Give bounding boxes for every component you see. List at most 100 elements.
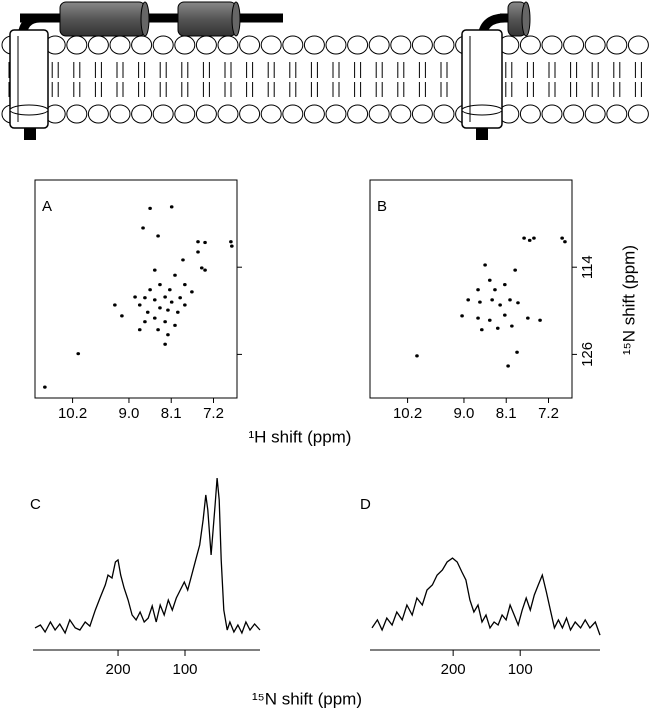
lipid-head — [627, 35, 649, 55]
peak — [113, 303, 117, 307]
peak — [173, 323, 177, 327]
lipid-head — [390, 104, 412, 124]
helix-end — [140, 1, 150, 37]
peak — [166, 308, 170, 312]
peak — [148, 206, 152, 210]
lipid-head — [411, 104, 433, 124]
peak — [152, 316, 157, 320]
lipid-head — [519, 35, 541, 55]
peak — [503, 313, 507, 317]
peak — [513, 268, 517, 272]
x-tick-label: 200 — [106, 661, 131, 678]
peak — [508, 298, 512, 302]
peak — [176, 310, 180, 314]
x-tick-label: 8.1 — [496, 405, 517, 422]
lipid-head — [282, 104, 304, 124]
peak — [43, 385, 47, 389]
peak — [181, 258, 185, 262]
peak — [527, 238, 532, 242]
peak — [466, 298, 470, 302]
peak — [476, 288, 480, 292]
lipid-head — [152, 35, 174, 55]
peak — [483, 263, 487, 267]
lipid-head — [109, 35, 131, 55]
spectrum — [34, 477, 261, 635]
lipid-head — [541, 35, 563, 55]
lipid-head — [239, 104, 261, 124]
peak — [152, 298, 157, 302]
x-tick-label: 10.2 — [58, 405, 87, 422]
peak — [183, 303, 187, 307]
peak — [133, 295, 137, 299]
peak — [490, 298, 494, 302]
peak — [169, 300, 174, 304]
peak — [76, 352, 81, 356]
x-tick-label: 10.2 — [393, 405, 422, 422]
peak — [506, 364, 510, 368]
lipid-head — [217, 104, 239, 124]
x-axis-title: ¹H shift (ppm) — [249, 427, 352, 446]
peak — [532, 236, 536, 240]
peak — [503, 283, 507, 287]
peak — [152, 268, 157, 272]
lipid-head — [174, 35, 196, 55]
y-tick-label: 114 — [579, 255, 596, 279]
peak — [120, 314, 124, 318]
peak — [415, 354, 419, 358]
peak — [143, 296, 147, 300]
plot-frame — [34, 179, 238, 399]
membrane-diagram — [1, 1, 649, 140]
lipid-head — [239, 35, 261, 55]
peak — [163, 342, 167, 346]
lipid-head — [303, 35, 325, 55]
peak — [173, 273, 177, 277]
peak — [156, 234, 160, 238]
lipid-head — [390, 35, 412, 55]
peak — [560, 236, 564, 240]
peak — [480, 328, 484, 332]
tm-helix-end — [461, 104, 503, 116]
lipid-head — [109, 104, 131, 124]
lipid-head — [87, 104, 109, 124]
peak — [163, 320, 167, 324]
peak — [476, 316, 480, 320]
panel-label: C — [30, 496, 41, 513]
peak — [169, 205, 174, 209]
peak — [487, 278, 492, 282]
lipid-head — [627, 104, 649, 124]
lipid-head — [195, 104, 217, 124]
lipid-head — [66, 35, 88, 55]
helix-end — [521, 1, 531, 37]
y-axis-title: ¹⁵N shift (ppm) — [619, 245, 638, 355]
panel-label: D — [360, 496, 371, 513]
lipid-head — [606, 35, 628, 55]
lipid-head — [87, 35, 109, 55]
x-tick-label: 8.1 — [161, 405, 182, 422]
peak — [196, 240, 200, 244]
tm-helix — [9, 29, 49, 129]
peak — [137, 328, 142, 332]
lipid-head — [563, 104, 585, 124]
peak — [538, 318, 542, 322]
lipid-head — [303, 104, 325, 124]
peak — [156, 328, 160, 332]
lipid-head — [563, 35, 585, 55]
x-tick-label: 9.0 — [119, 405, 140, 422]
x-tick-label: 100 — [508, 661, 533, 678]
peak — [498, 303, 502, 307]
lipid-head — [152, 104, 174, 124]
panel-label: B — [377, 198, 387, 215]
peak — [163, 295, 167, 299]
peak — [229, 240, 233, 244]
lipid-head — [174, 104, 196, 124]
peak — [493, 288, 497, 292]
x-tick-label: 9.0 — [454, 405, 475, 422]
peak — [148, 288, 152, 292]
lipid-head — [195, 35, 217, 55]
spectrum — [371, 557, 601, 636]
lipid-head — [325, 104, 347, 124]
peak — [487, 318, 492, 322]
lipid-head — [368, 104, 390, 124]
lipid-head — [368, 35, 390, 55]
peak — [510, 324, 514, 328]
